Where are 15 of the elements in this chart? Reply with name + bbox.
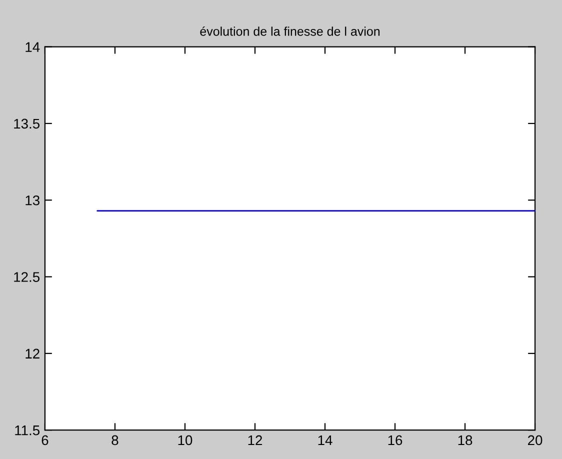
y-tick-label: 13.5 (14, 118, 40, 129)
x-tick-label: 10 (178, 435, 192, 446)
x-tick-label: 6 (42, 435, 48, 446)
y-tick-label: 13 (26, 195, 40, 206)
x-tick-label: 16 (388, 435, 402, 446)
y-tick-label: 12 (26, 348, 40, 358)
x-tick-label: 8 (112, 435, 118, 446)
y-tick-label: 11.5 (15, 426, 40, 436)
y-tick-label: 12.5 (14, 272, 40, 282)
x-tick-label: 18 (458, 435, 472, 446)
x-tick-label: 12 (248, 435, 262, 446)
chart-title: évolution de la finesse de l avion (200, 26, 380, 36)
y-tick-label: 14 (26, 42, 40, 52)
x-tick-label: 20 (528, 435, 542, 446)
x-tick-label: 14 (318, 435, 332, 446)
